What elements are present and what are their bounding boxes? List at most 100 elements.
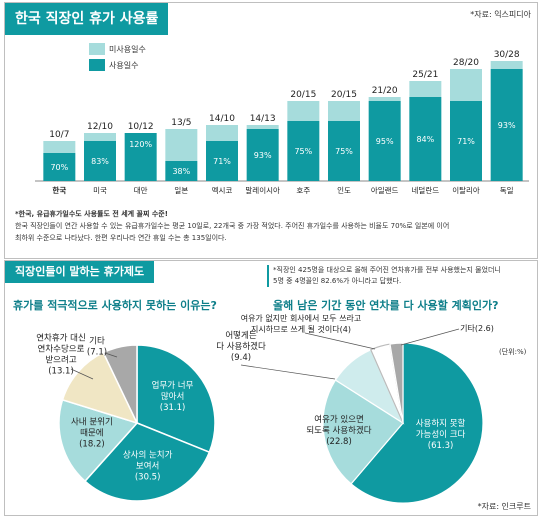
plan-label-0: 사용하지 못할 가능성이 크다 (61.3) bbox=[416, 418, 466, 451]
reason-label-4: 기타 (7.1) bbox=[87, 337, 107, 358]
bar-total-label-4: 14/10 bbox=[209, 114, 235, 124]
bar-category-8: 아일랜드 bbox=[371, 185, 399, 195]
bar-unused-1 bbox=[84, 133, 116, 141]
bar-pct-label-9: 84% bbox=[416, 135, 434, 144]
bar-pct-label-10: 71% bbox=[457, 137, 475, 146]
plan-leader-2 bbox=[240, 364, 336, 380]
top-note-line-1: *한국, 유급휴가일수도 사용률도 전 세계 꼴찌 수준! bbox=[15, 210, 168, 218]
bar-total-label-5: 14/13 bbox=[250, 114, 276, 124]
right-pie-title: 올해 남은 기간 동안 연차를 다 사용할 계획인가? bbox=[273, 299, 499, 312]
unit-label: (단위:%) bbox=[499, 348, 527, 356]
legend-used-label: 사용일수 bbox=[109, 60, 139, 70]
top-source: *자료: 익스피디아 bbox=[470, 10, 531, 19]
plan-slice-0 bbox=[350, 342, 484, 504]
bar-used-7 bbox=[328, 121, 360, 181]
bar-unused-3 bbox=[165, 129, 198, 161]
bottom-note: *직장인 425명을 대상으로 올해 주어진 연차휴가를 전부 사용했는지 물었… bbox=[267, 265, 535, 287]
bar-used-1 bbox=[84, 141, 116, 181]
bar-total-label-9: 25/21 bbox=[412, 70, 438, 80]
left-pie-title: 휴가를 적극적으로 사용하지 못하는 이유는? bbox=[13, 299, 217, 312]
bar-pct-label-7: 75% bbox=[335, 147, 353, 156]
vacation-system-panel: 직장인들이 말하는 휴가제도 *직장인 425명을 대상으로 올해 주어진 연차… bbox=[4, 260, 538, 516]
bar-used-0 bbox=[43, 153, 76, 181]
bar-category-7: 인도 bbox=[337, 185, 351, 195]
bar-used-11 bbox=[490, 69, 523, 181]
bar-pct-label-11: 93% bbox=[498, 121, 516, 130]
plan-pie-chart: 사용하지 못할 가능성이 크다 (61.3) 여유가 있으면 되도록 사용하겠다 (22.… bbox=[216, 313, 494, 504]
bar-unused-0 bbox=[43, 141, 76, 153]
reason-slice-4 bbox=[102, 344, 138, 424]
bar-category-1: 미국 bbox=[93, 186, 107, 195]
plan-label-3: 여유가 없지만 회사에서 모두 쓰라고 지시하므로 쓰게 될 것이다(4) bbox=[241, 313, 362, 334]
reason-slice-1 bbox=[83, 422, 211, 502]
bar-total-label-1: 12/10 bbox=[87, 122, 113, 132]
bar-used-9 bbox=[409, 97, 442, 181]
bar-unused-8 bbox=[368, 97, 401, 101]
bar-category-0: 한국 bbox=[52, 185, 66, 195]
plan-leader-4 bbox=[400, 328, 460, 346]
bar-pct-label-1: 83% bbox=[91, 157, 109, 166]
bar-used-6 bbox=[287, 121, 320, 181]
bar-pct-label-8: 95% bbox=[376, 137, 394, 146]
bar-pct-label-0: 70% bbox=[50, 163, 68, 172]
plan-slice-1 bbox=[322, 379, 404, 485]
legend-unused-label: 미사용일수 bbox=[109, 44, 146, 54]
reason-slice-2 bbox=[58, 398, 139, 483]
top-chart-title: 한국 직장인 휴가 사용률 bbox=[5, 3, 169, 35]
top-note-line-3: 최하위 수준으로 나타났다. 한편 우리나라 연간 휴일 수는 총 135일이다… bbox=[15, 234, 227, 242]
bar-used-5 bbox=[246, 129, 279, 181]
bar-unused-6 bbox=[287, 101, 320, 121]
bar-category-10: 이탈리아 bbox=[452, 185, 480, 195]
legend-unused-swatch bbox=[89, 43, 105, 55]
bar-legend: 미사용일수 사용일수 bbox=[89, 41, 146, 73]
bar-category-4: 멕시코 bbox=[212, 185, 233, 195]
reason-slice-0 bbox=[136, 344, 216, 454]
bottom-note-line-2: 5명 중 4명꼴인 82.6%가 아니라고 답했다. bbox=[273, 277, 402, 285]
reason-label-0: 업무가 너무 많아서 (31.1) bbox=[152, 380, 194, 413]
bar-total-label-0: 10/7 bbox=[49, 130, 69, 140]
legend-unused: 미사용일수 bbox=[89, 41, 146, 57]
bar-unused-4 bbox=[206, 125, 238, 141]
bar-total-label-3: 13/5 bbox=[171, 118, 191, 128]
plan-leader-3 bbox=[304, 332, 376, 350]
bar-used-10 bbox=[450, 101, 482, 181]
bar-unused-9 bbox=[409, 81, 442, 97]
bar-unused-11 bbox=[490, 61, 523, 69]
bar-category-5: 말레이시아 bbox=[245, 185, 280, 195]
reason-label-2: 사내 분위기 때문에 (18.2) bbox=[71, 417, 113, 449]
bar-used-8 bbox=[368, 101, 401, 181]
bar-unused-10 bbox=[450, 69, 482, 101]
bottom-source: *자료: 인크루트 bbox=[477, 502, 531, 511]
bar-pct-label-5: 93% bbox=[254, 151, 272, 160]
bar-used-4 bbox=[206, 141, 238, 181]
top-note-line-2: 한국 직장인들이 연간 사용할 수 있는 유급휴가일수는 평균 10일로, 22… bbox=[15, 222, 450, 230]
bar-category-9: 네덜란드 bbox=[412, 185, 440, 195]
bar-chart: 10/7 70% 한국 12/10 83% 미국 10/12 120% 대만 13/5 38% 일본 1… bbox=[35, 50, 529, 195]
bar-category-6: 호주 bbox=[296, 186, 310, 195]
bar-category-3: 일본 bbox=[174, 186, 188, 195]
reason-label-3: 연차휴가 대신 연차수당으로 받으려고 (13.1) bbox=[36, 334, 86, 377]
bar-total-label-8: 21/20 bbox=[372, 86, 398, 96]
bar-total-label-6: 20/15 bbox=[290, 90, 316, 100]
bar-total-label-2: 10/12 bbox=[128, 122, 154, 132]
bottom-panel-title: 직장인들이 말하는 휴가제도 bbox=[5, 261, 155, 283]
bar-total-label-11: 30/28 bbox=[494, 50, 520, 60]
reason-leader-4 bbox=[104, 352, 118, 358]
plan-label-2: 어떻게든 다 사용하겠다 (9.4) bbox=[216, 330, 266, 363]
bar-pct-label-3: 38% bbox=[172, 167, 190, 176]
bar-pct-label-2: 120% bbox=[129, 140, 152, 149]
reasons-pie-chart: 업무가 너무 많아서 (31.1) 상사의 눈치가 보여서 (30.5) 사내 분위기 때문에… bbox=[36, 334, 216, 502]
legend-used: 사용일수 bbox=[89, 57, 146, 73]
bar-used-2 bbox=[124, 133, 157, 181]
bar-category-11: 독일 bbox=[500, 186, 514, 195]
bar-unused-7 bbox=[328, 101, 360, 121]
bar-category-2: 대만 bbox=[134, 186, 148, 195]
vacation-usage-panel: 한국 직장인 휴가 사용률 *자료: 익스피디아 미사용일수 사용일수 10/7… bbox=[4, 2, 538, 259]
bar-pct-label-4: 71% bbox=[213, 157, 231, 166]
reason-leader-3 bbox=[70, 368, 94, 380]
reason-label-1: 상사의 눈치가 보여서 (30.5) bbox=[123, 450, 173, 483]
legend-used-swatch bbox=[89, 59, 105, 71]
plan-label-1: 여유가 있으면 되도록 사용하겠다 (22.8) bbox=[306, 414, 371, 447]
bar-total-label-10: 28/20 bbox=[453, 58, 479, 68]
plan-label-4: 기타(2.6) bbox=[460, 324, 494, 333]
